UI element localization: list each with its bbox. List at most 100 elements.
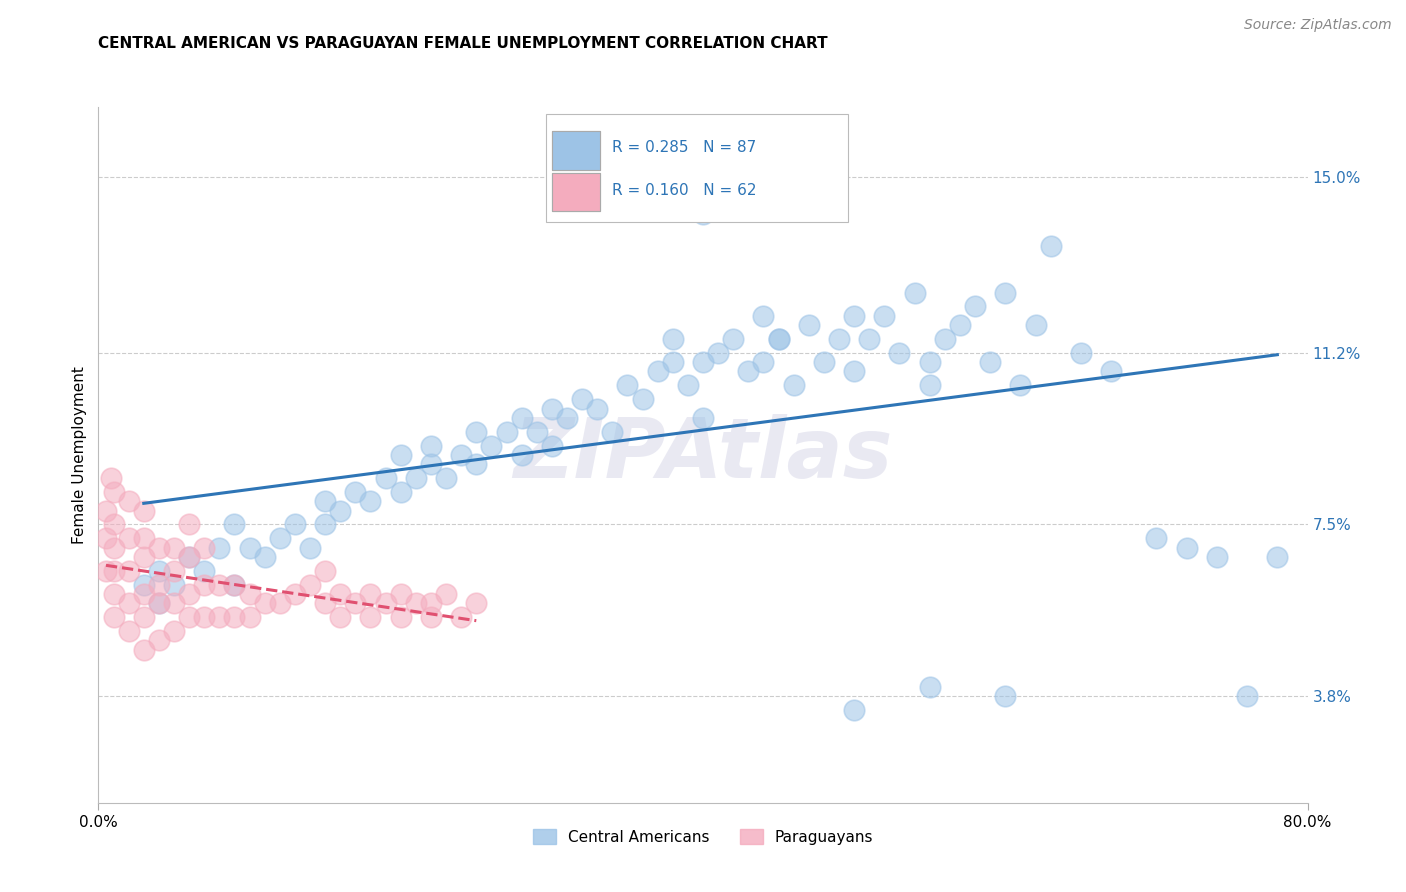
Point [752, 355, 775, 369]
Point [179, 587, 201, 601]
Point [148, 578, 170, 592]
Point [193, 610, 215, 624]
Point [1146, 532, 1168, 546]
Point [100, 471, 122, 485]
Point [1236, 689, 1258, 703]
Point [224, 578, 246, 592]
Point [299, 541, 322, 555]
Point [1206, 549, 1229, 564]
Point [284, 587, 307, 601]
Point [889, 346, 911, 360]
Text: Source: ZipAtlas.com: Source: ZipAtlas.com [1244, 18, 1392, 32]
Point [1039, 239, 1062, 253]
FancyBboxPatch shape [551, 131, 600, 169]
Point [118, 624, 141, 639]
Point [193, 564, 215, 578]
Point [103, 541, 125, 555]
Point [148, 596, 170, 610]
Point [374, 471, 396, 485]
Point [495, 425, 517, 439]
Point [94, 564, 117, 578]
Point [631, 392, 654, 407]
Point [1010, 378, 1032, 392]
Point [374, 596, 396, 610]
Point [118, 564, 141, 578]
Point [616, 193, 638, 207]
Point [224, 610, 246, 624]
Point [858, 332, 880, 346]
Point [103, 587, 125, 601]
Point [389, 448, 412, 462]
Point [844, 364, 866, 378]
Point [163, 541, 186, 555]
Point [118, 532, 141, 546]
Point [676, 378, 699, 392]
Point [450, 448, 472, 462]
Point [329, 503, 352, 517]
Point [163, 596, 186, 610]
Point [103, 610, 125, 624]
Point [314, 596, 336, 610]
Point [239, 541, 262, 555]
Point [420, 457, 443, 471]
Point [420, 596, 443, 610]
Point [752, 309, 775, 323]
Point [239, 587, 262, 601]
FancyBboxPatch shape [551, 173, 600, 211]
Point [661, 332, 683, 346]
Point [253, 596, 276, 610]
Point [844, 309, 866, 323]
Point [465, 425, 488, 439]
Point [783, 378, 806, 392]
Point [450, 610, 472, 624]
Point [434, 587, 457, 601]
Point [813, 355, 835, 369]
Point [314, 564, 336, 578]
Point [389, 587, 412, 601]
Y-axis label: Female Unemployment: Female Unemployment [72, 366, 87, 544]
Point [692, 207, 714, 221]
Point [284, 517, 307, 532]
Point [179, 549, 201, 564]
Point [873, 309, 896, 323]
Point [344, 485, 367, 500]
Point [179, 549, 201, 564]
Point [420, 439, 443, 453]
Point [179, 610, 201, 624]
Point [329, 610, 352, 624]
Point [768, 332, 790, 346]
Point [510, 448, 533, 462]
Point [163, 564, 186, 578]
Point [224, 578, 246, 592]
Point [389, 610, 412, 624]
Point [616, 378, 638, 392]
Point [163, 578, 186, 592]
Point [269, 596, 291, 610]
Point [918, 378, 941, 392]
Point [103, 485, 125, 500]
Point [918, 680, 941, 694]
Text: R = 0.160   N = 62: R = 0.160 N = 62 [613, 183, 756, 198]
Point [405, 596, 427, 610]
Point [602, 425, 624, 439]
Point [844, 703, 866, 717]
Point [179, 517, 201, 532]
Point [253, 549, 276, 564]
Point [979, 355, 1001, 369]
Point [768, 332, 790, 346]
Point [239, 610, 262, 624]
Point [481, 439, 503, 453]
Point [132, 587, 155, 601]
Point [405, 471, 427, 485]
Point [965, 300, 987, 314]
Point [510, 410, 533, 425]
Point [208, 541, 231, 555]
Point [737, 364, 759, 378]
Point [208, 578, 231, 592]
Point [132, 578, 155, 592]
Point [723, 332, 745, 346]
Point [193, 541, 215, 555]
Point [148, 541, 170, 555]
Point [148, 564, 170, 578]
Point [904, 285, 927, 300]
